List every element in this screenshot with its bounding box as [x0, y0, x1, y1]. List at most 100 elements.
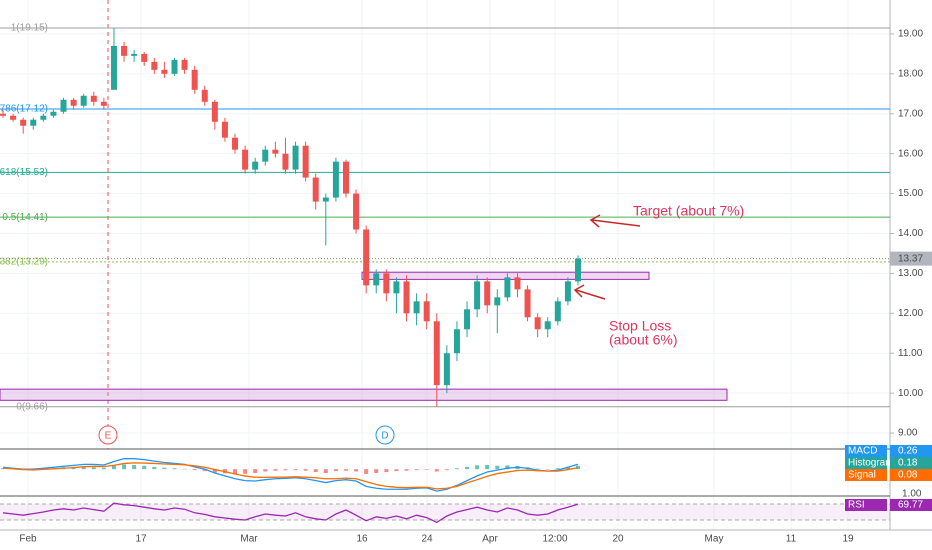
histogram-bar [364, 469, 369, 474]
candle-body [554, 301, 561, 322]
x-tick-label: 16 [356, 534, 368, 545]
indicator-tag [845, 445, 887, 457]
candle-body [0, 113, 6, 116]
y-tick-label: 10.00 [898, 388, 923, 399]
candle-body [151, 61, 158, 70]
x-tick-label: Mar [240, 534, 258, 545]
fib-label: .382(13.29) [0, 256, 48, 267]
fib-label: 0(9.66) [16, 401, 48, 412]
candle-body [544, 321, 551, 330]
candle-body [524, 289, 531, 318]
x-tick-label: 12:00 [542, 534, 567, 545]
histogram-bar [273, 469, 278, 471]
signal-line [2, 462, 579, 490]
indicator-name: Histogram [848, 458, 894, 469]
macd-line [2, 458, 579, 492]
annotation: (about 6%) [609, 332, 677, 348]
candle-body [60, 99, 67, 112]
histogram-bar [202, 469, 207, 472]
candle-body [443, 353, 450, 386]
histogram-bar [404, 469, 409, 471]
x-tick-label: May [705, 534, 724, 545]
candle-body [141, 53, 148, 62]
annotation: Stop Loss [609, 318, 671, 334]
last-price-box [890, 251, 932, 266]
candle-body [191, 69, 198, 90]
candle-body [20, 119, 27, 126]
candle-body [363, 229, 370, 286]
candle-body [353, 193, 360, 230]
fib-label: 1(19.15) [11, 23, 48, 34]
histogram-bar [81, 466, 86, 470]
histogram-bar [565, 466, 570, 470]
x-tick-label: Apr [482, 534, 498, 545]
y-tick-label: 17.00 [898, 108, 923, 119]
histogram-bar [323, 469, 328, 473]
indicator-tag [845, 499, 887, 511]
histogram-bar [343, 469, 348, 471]
histogram-bar [555, 468, 560, 470]
indicator-value: 0.08 [898, 470, 918, 481]
candle-body [423, 301, 430, 322]
candle-body [221, 121, 228, 138]
candle-body [90, 95, 97, 102]
candle-body [252, 161, 259, 170]
candle-body [40, 115, 47, 120]
histogram-bar [101, 467, 106, 470]
event-label: E [105, 431, 112, 442]
histogram-bar [233, 469, 238, 474]
histogram-bar [424, 469, 429, 470]
candle-body [70, 99, 77, 106]
histogram-bar [576, 465, 580, 470]
candle-body [80, 95, 87, 106]
histogram-bar [182, 468, 187, 470]
candle-body [272, 149, 279, 154]
candle-body [474, 281, 481, 310]
event-label: D [381, 431, 388, 442]
indicator-value-box [890, 457, 932, 469]
candle-body [302, 145, 309, 178]
candle-body [171, 59, 178, 74]
last-price-label: 13.37 [898, 253, 923, 264]
candle-body [232, 137, 239, 150]
event-marker [375, 425, 395, 445]
histogram-bar [333, 469, 338, 472]
candle-body [433, 321, 440, 386]
candle-body [453, 329, 460, 354]
histogram-bar [505, 465, 510, 470]
y-tick-label: 9.00 [898, 428, 918, 439]
candle-body [373, 273, 380, 286]
arrow-head [573, 284, 585, 298]
candle-body [332, 161, 339, 198]
histogram-bar [454, 468, 459, 470]
x-tick-label: Feb [19, 534, 37, 545]
y-tick-label: 13.00 [898, 268, 923, 279]
arrow-head [589, 214, 601, 228]
histogram-bar [212, 469, 217, 473]
candle-body [121, 45, 128, 56]
grid [0, 0, 890, 530]
histogram-bar [545, 469, 550, 470]
indicator-value-box [890, 499, 932, 511]
candle-body [342, 161, 349, 194]
histogram-bar [313, 469, 318, 473]
indicator-value: 0.26 [898, 446, 918, 457]
candle-body [564, 281, 571, 302]
macd-axis-label: 1.00 [902, 489, 922, 500]
histogram-bar [172, 468, 177, 470]
x-tick-label: 11 [786, 534, 797, 545]
candle-body [575, 258, 581, 282]
histogram-bar [414, 469, 419, 471]
histogram-bar [354, 469, 359, 472]
candle-body [393, 281, 400, 294]
histogram-bar [475, 465, 480, 470]
histogram-bar [142, 465, 147, 470]
histogram-bar [384, 469, 389, 473]
histogram-bar [444, 469, 449, 471]
candle-body [494, 297, 501, 306]
histogram-bar [465, 466, 470, 470]
indicator-tag [845, 457, 887, 469]
histogram-bar [535, 468, 540, 470]
fib-label: .618(15.53) [0, 167, 48, 178]
